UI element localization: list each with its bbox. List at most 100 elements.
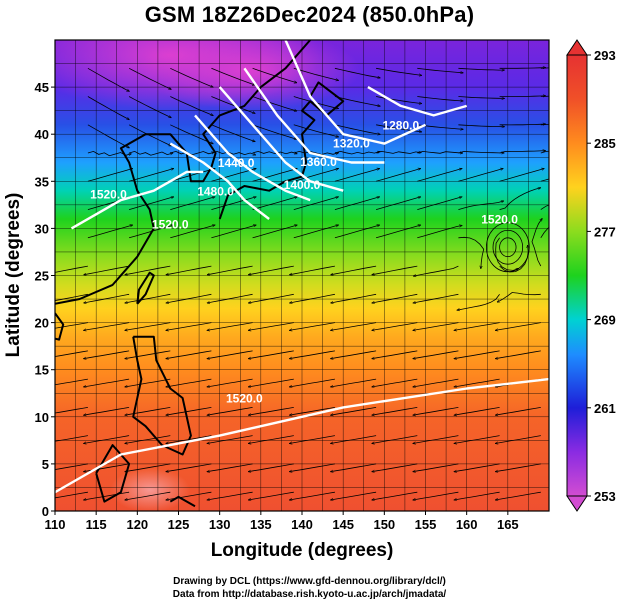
x-tick-label: 120	[126, 517, 148, 532]
circulation-ring	[492, 229, 524, 265]
streamline	[499, 124, 546, 125]
streamline	[252, 225, 298, 239]
streamline	[290, 293, 335, 303]
streamline	[128, 169, 174, 182]
streamline	[458, 96, 504, 99]
height-contours: 1320.0 1360.0 1400.0 1440.0 1480.0 1520.0 1280…	[55, 40, 549, 494]
streamline	[457, 294, 500, 310]
streamline	[252, 150, 298, 153]
colorbar: 253 261 269 277 285 293	[566, 39, 616, 512]
streamline	[495, 435, 541, 444]
contour-label: 1320.0	[333, 136, 370, 150]
streamline	[289, 378, 335, 387]
height-contour	[284, 40, 426, 145]
streamline	[334, 124, 380, 135]
streamline	[417, 225, 462, 239]
streamline	[495, 237, 519, 271]
streamline	[211, 197, 256, 210]
colorbar-tick-label: 285	[594, 136, 616, 151]
contour-label: 1280.0	[382, 118, 419, 132]
streamline	[207, 491, 253, 500]
contour-label: 1360.0	[300, 155, 337, 169]
coastline	[55, 312, 65, 341]
contour-label: 1520.0	[90, 187, 127, 201]
streamline	[540, 178, 549, 182]
streamline	[248, 463, 294, 472]
streamline	[211, 150, 255, 155]
streamline	[125, 265, 171, 275]
y-tick-label: 25	[35, 269, 49, 284]
streamline	[454, 463, 500, 472]
streamline	[372, 265, 418, 275]
y-tick-label: 40	[35, 127, 49, 142]
streamline	[125, 293, 171, 303]
streamline	[417, 197, 462, 210]
y-tick-label: 0	[42, 504, 49, 519]
colorbar-tick-label: 277	[594, 224, 616, 239]
streamline	[84, 407, 130, 415]
streamline	[248, 407, 294, 415]
coastline	[218, 81, 345, 220]
streamline	[166, 322, 212, 331]
y-tick-label: 20	[35, 316, 49, 331]
colorbar-top-arrow	[566, 39, 588, 56]
streamline	[372, 322, 418, 331]
x-tick-label: 125	[168, 517, 190, 532]
streamline	[84, 435, 130, 444]
streamline	[211, 169, 256, 182]
streamline	[540, 226, 549, 239]
streamline	[252, 124, 297, 140]
contour-label: 1520.0	[481, 213, 518, 227]
streamline	[413, 491, 459, 500]
streamline	[293, 197, 339, 210]
streamline	[252, 197, 298, 210]
height-contour	[367, 86, 468, 117]
streamline	[499, 188, 541, 210]
streamline	[55, 491, 88, 499]
colorbar-ticks: 253 261 269 277 285 293	[587, 48, 616, 504]
streamline	[499, 169, 545, 182]
streamline	[289, 407, 335, 415]
y-tick-label: 15	[35, 363, 49, 378]
streamline	[372, 350, 418, 359]
drawing-credit: Drawing by DCL (https://www.gfd-dennou.o…	[173, 576, 446, 587]
streamline	[531, 218, 542, 267]
colorbar-tick-label: 293	[594, 48, 616, 63]
streamline	[128, 67, 171, 89]
streamlines	[55, 65, 549, 500]
streamline	[376, 96, 422, 104]
streamline	[454, 435, 500, 444]
streamline	[170, 169, 215, 182]
streamline	[334, 96, 380, 107]
streamline	[289, 491, 335, 500]
streamline	[372, 435, 418, 444]
streamline	[166, 407, 212, 415]
streamline	[55, 293, 88, 301]
height-contour	[169, 142, 270, 220]
streamline	[331, 435, 377, 444]
streamline	[375, 197, 421, 210]
x-tick-label: 150	[373, 517, 395, 532]
streamline	[87, 67, 129, 91]
streamline	[84, 265, 130, 275]
streamline	[334, 225, 380, 239]
streamline	[248, 322, 294, 331]
grid-lines	[55, 40, 549, 511]
colorbar-bottom-arrow	[566, 495, 588, 512]
streamline	[375, 225, 421, 239]
x-tick-label: 110	[45, 517, 66, 532]
streamline	[128, 124, 171, 146]
streamline	[125, 463, 171, 472]
map-title: GSM 18Z26Dec2024 (850.0hPa)	[144, 2, 475, 27]
streamline	[207, 293, 253, 303]
streamline	[417, 150, 463, 153]
streamline	[87, 225, 133, 239]
streamline	[376, 67, 422, 75]
streamline	[55, 407, 88, 414]
streamline	[372, 491, 418, 500]
contour-label: 1520.0	[152, 217, 189, 231]
contour-label: 1400.0	[284, 178, 321, 192]
streamline	[170, 150, 214, 156]
streamline	[84, 293, 130, 303]
